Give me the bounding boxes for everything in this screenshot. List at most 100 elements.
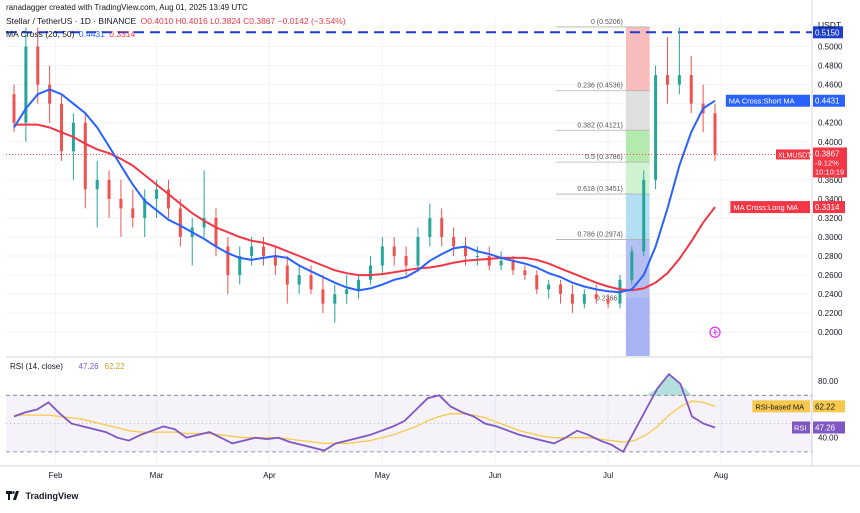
ohlc-values: O0.4010 H0.4016 L0.3824 C0.3867 −0.0142 …	[140, 16, 346, 26]
fib-extension-zone	[625, 297, 650, 356]
candle-body	[166, 189, 170, 209]
ma-indicator-label[interactable]: MA Cross (20, 50)	[6, 29, 75, 39]
candle-body	[131, 208, 135, 218]
rsi-band-background	[6, 395, 812, 452]
time-tick-label: Mar	[150, 471, 164, 480]
ma-long-label-text: MA Cross:Long MA	[733, 203, 798, 212]
candle-body	[285, 265, 289, 285]
currency-label: USDT	[818, 20, 842, 30]
candle-body	[463, 246, 467, 257]
candle-body	[107, 179, 111, 199]
candle-body	[36, 46, 40, 85]
fib-zone	[625, 194, 650, 240]
price-tick-label: 0.4600	[818, 81, 843, 90]
time-tick-label: May	[375, 471, 390, 480]
ma-long-legend-value: 0.3314	[109, 29, 136, 39]
candle-body	[143, 198, 147, 218]
ma-short-label-badge	[725, 94, 810, 107]
candle-body	[273, 256, 277, 266]
last-price-change: -9.12%	[815, 158, 839, 167]
ma-short-label-text: MA Cross:Short MA	[729, 97, 795, 106]
last-price-value: 0.3867	[815, 149, 840, 158]
rsi-tick-label: 80.00	[818, 377, 839, 386]
last-price-countdown: 10:10:19	[815, 167, 844, 176]
fib-level-label: 0.618 (0.3451)	[577, 186, 623, 193]
candle-body	[392, 246, 396, 257]
fib-level-label: 0.382 (0.4121)	[577, 122, 623, 129]
symbol-price-label-text: XLMUSDT	[778, 152, 812, 159]
ma-long-value-badge	[813, 201, 845, 214]
fib-zone	[625, 162, 650, 195]
price-tick-label: 0.4200	[818, 119, 843, 128]
rsi-tick-label: 40.00	[818, 434, 839, 443]
candle-body	[357, 279, 361, 290]
resistance-price-badge	[813, 26, 843, 39]
candle-body	[559, 284, 563, 295]
candle-body	[665, 75, 669, 85]
candle-body	[155, 189, 159, 199]
candle-body	[677, 75, 681, 85]
ma-legend-row: MA Cross (20, 50) 0.4431 0.3314	[6, 29, 137, 39]
lightning-icon	[713, 328, 719, 336]
candle-body	[345, 289, 349, 295]
candle-body	[642, 179, 646, 252]
candle-body	[511, 260, 515, 271]
candle-body	[95, 179, 99, 190]
rsi-value-badge	[813, 421, 845, 434]
candle-body	[238, 256, 242, 276]
last-price-badge	[813, 147, 847, 178]
time-tick-label: Aug	[714, 471, 728, 480]
candle-body	[452, 236, 456, 247]
fib-base-label: 0.2366	[596, 295, 618, 302]
candle-body	[226, 246, 230, 276]
candle-body	[202, 217, 206, 228]
symbol-title[interactable]: Stellar / TetherUS · 1D · BINANCE	[6, 16, 137, 26]
price-tick-label: 0.3600	[818, 176, 843, 185]
tradingview-logo[interactable]: TradingView	[6, 491, 80, 502]
ma-long-label-badge	[730, 201, 810, 214]
rsi-title: RSI (14, close)	[10, 362, 63, 371]
rsi-label-text: RSI	[794, 423, 807, 432]
price-tick-label: 0.2400	[818, 290, 843, 299]
candle-body	[404, 256, 408, 266]
fib-level-label: 0 (0.5206)	[591, 19, 623, 26]
candle-body	[83, 122, 87, 190]
rsi-line	[13, 372, 716, 454]
ma-long-line	[14, 123, 716, 292]
symbol-price-label-badge	[776, 149, 810, 160]
candle-body	[428, 217, 432, 237]
candle-body	[630, 251, 634, 280]
time-tick-label: Jun	[489, 471, 502, 480]
candle-body	[60, 103, 64, 152]
candle-body	[119, 198, 123, 209]
fib-zone	[625, 90, 650, 131]
candle-body	[309, 275, 313, 290]
candle-body	[214, 217, 218, 247]
resistance-price-text: 0.5150	[815, 28, 840, 37]
candle-body	[535, 275, 539, 290]
price-tick-label: 0.2000	[818, 328, 843, 337]
candle-body	[368, 265, 372, 280]
fib-level-label: 0.5 (0.3786)	[585, 154, 623, 161]
candle-body	[606, 298, 610, 304]
rsi-value-text: 47.26	[815, 423, 836, 432]
candle-body	[582, 294, 586, 304]
candle-body	[24, 46, 28, 123]
tradingview-brand: TradingView	[25, 491, 79, 501]
ma-short-line	[13, 88, 716, 294]
price-tick-label: 0.3400	[818, 195, 843, 204]
ma-short-legend-value: 0.4431	[78, 29, 105, 39]
candle-body	[250, 246, 254, 257]
time-tick-label: Jul	[603, 471, 613, 480]
tradingview-logo-icon	[6, 491, 20, 502]
candle-body	[570, 294, 574, 304]
candle-body	[380, 246, 384, 266]
candle-body	[297, 275, 301, 285]
fib-level-label: 0.786 (0.2974)	[577, 231, 623, 238]
price-tick-label: 0.3200	[818, 214, 843, 223]
time-tick-label: Apr	[263, 471, 276, 480]
events-flag-icon	[709, 326, 721, 338]
candle-body	[487, 256, 491, 266]
